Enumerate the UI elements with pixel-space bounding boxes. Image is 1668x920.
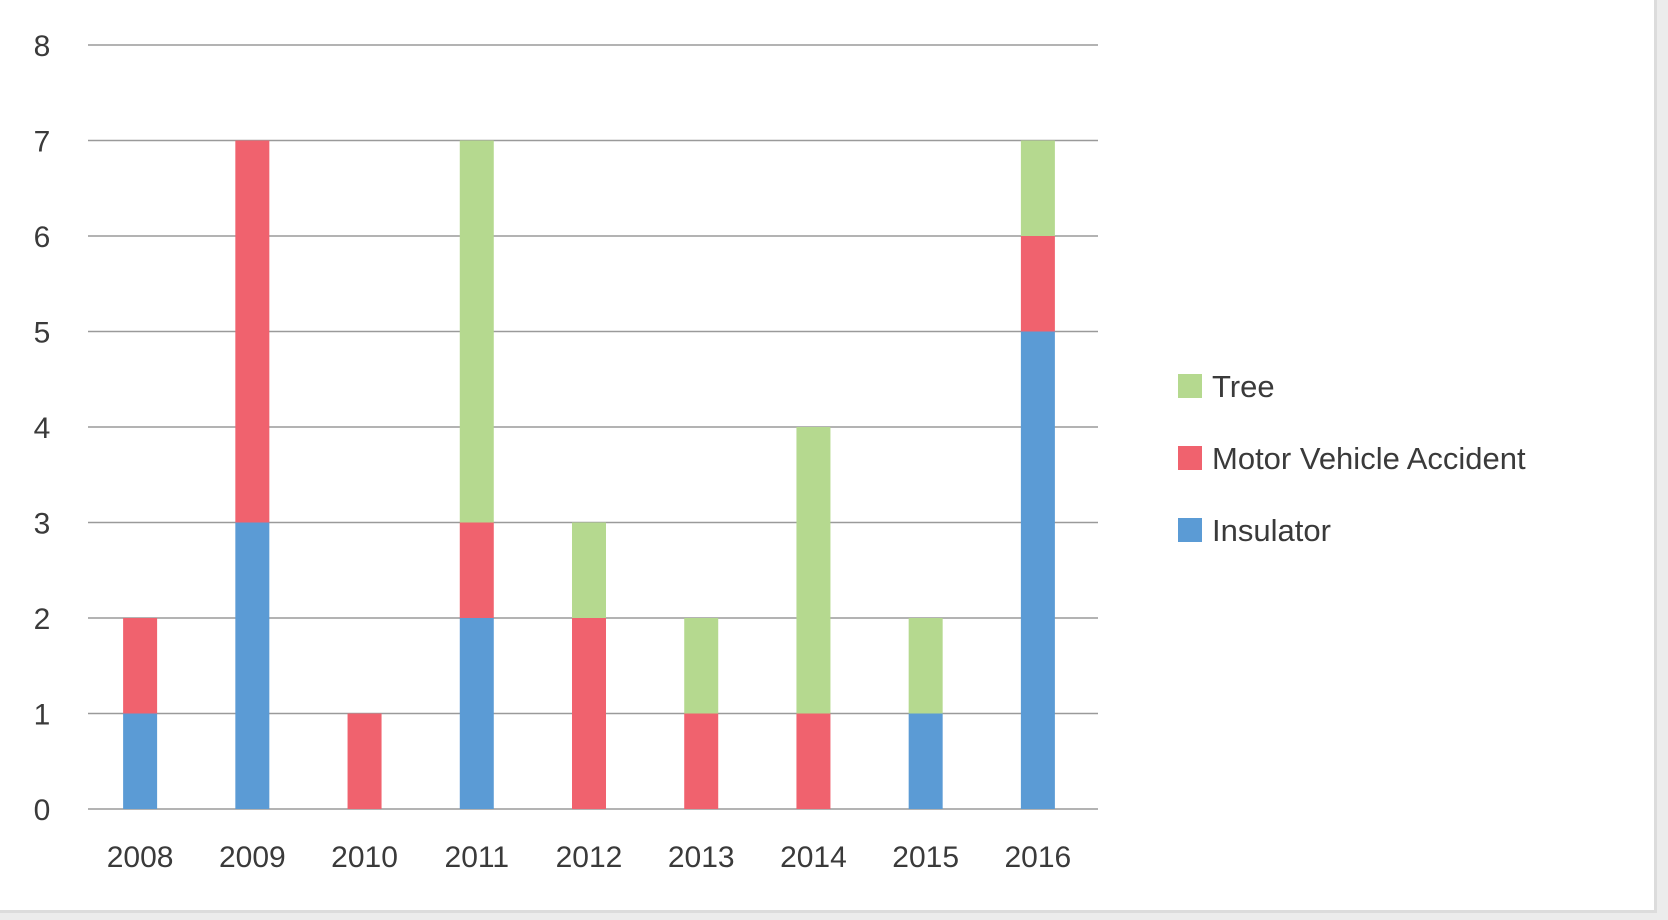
legend-entry-motor-vehicle-accident: Motor Vehicle Accident <box>1178 441 1526 476</box>
y-tick-label: 4 <box>34 412 51 445</box>
bar-segment-motor-vehicle-accident-2008 <box>123 618 158 714</box>
y-tick-label: 5 <box>34 317 51 350</box>
x-category-label: 2014 <box>780 841 847 874</box>
y-tick-label: 3 <box>34 508 51 541</box>
bar-segment-motor-vehicle-accident-2011 <box>459 522 494 618</box>
bar-segment-motor-vehicle-accident-2009 <box>235 140 270 523</box>
bar-segment-motor-vehicle-accident-2012 <box>572 618 606 809</box>
x-category-label: 2016 <box>1005 841 1072 874</box>
y-tick-label: 2 <box>34 603 51 636</box>
bar-segment-tree-2016 <box>1020 140 1055 236</box>
legend-label: Insulator <box>1212 513 1331 548</box>
legend-label: Motor Vehicle Accident <box>1212 441 1526 476</box>
legend: Tree Motor Vehicle Accident Insulator <box>1178 369 1526 548</box>
x-category-label: 2012 <box>556 841 623 874</box>
bar-segment-motor-vehicle-accident-2016 <box>1020 236 1055 332</box>
x-axis-category-labels: 2008 2009 2010 2011 2012 2013 2014 2015 2016 <box>107 841 1072 874</box>
bar-segment-insulator-2015 <box>908 713 943 809</box>
bar-segment-insulator-2016 <box>1020 331 1055 809</box>
legend-entry-insulator: Insulator <box>1178 513 1331 548</box>
x-category-label: 2011 <box>445 841 510 874</box>
legend-swatch <box>1178 518 1202 542</box>
y-axis-tick-labels: 0 1 2 3 4 5 6 7 8 <box>34 30 51 827</box>
bar-segment-tree-2011 <box>459 140 494 523</box>
bar-segment-insulator-2008 <box>123 713 158 809</box>
y-tick-label: 1 <box>34 699 51 732</box>
y-tick-label: 6 <box>34 221 51 254</box>
bar-segment-tree-2013 <box>684 618 719 714</box>
y-tick-label: 7 <box>34 126 51 159</box>
legend-label: Tree <box>1212 369 1275 404</box>
x-category-label: 2009 <box>219 841 286 874</box>
bar-segment-tree-2015 <box>908 618 943 714</box>
bar-segment-motor-vehicle-accident-2013 <box>684 713 719 809</box>
bar-segment-motor-vehicle-accident-2010 <box>347 713 382 809</box>
bar-segment-motor-vehicle-accident-2014 <box>796 713 831 809</box>
legend-swatch <box>1178 374 1202 398</box>
bar-segment-tree-2012 <box>572 522 606 618</box>
x-category-label: 2010 <box>331 841 398 874</box>
x-category-label: 2008 <box>107 841 174 874</box>
bar-segment-insulator-2011 <box>459 618 494 809</box>
y-tick-label: 8 <box>34 30 51 63</box>
x-category-label: 2013 <box>668 841 735 874</box>
y-tick-label: 0 <box>34 794 51 827</box>
legend-entry-tree: Tree <box>1178 369 1275 404</box>
legend-swatch <box>1178 446 1202 470</box>
bar-segment-tree-2014 <box>796 427 831 714</box>
bar-segment-insulator-2009 <box>235 522 270 809</box>
bars <box>123 140 1055 809</box>
x-category-label: 2015 <box>892 841 959 874</box>
